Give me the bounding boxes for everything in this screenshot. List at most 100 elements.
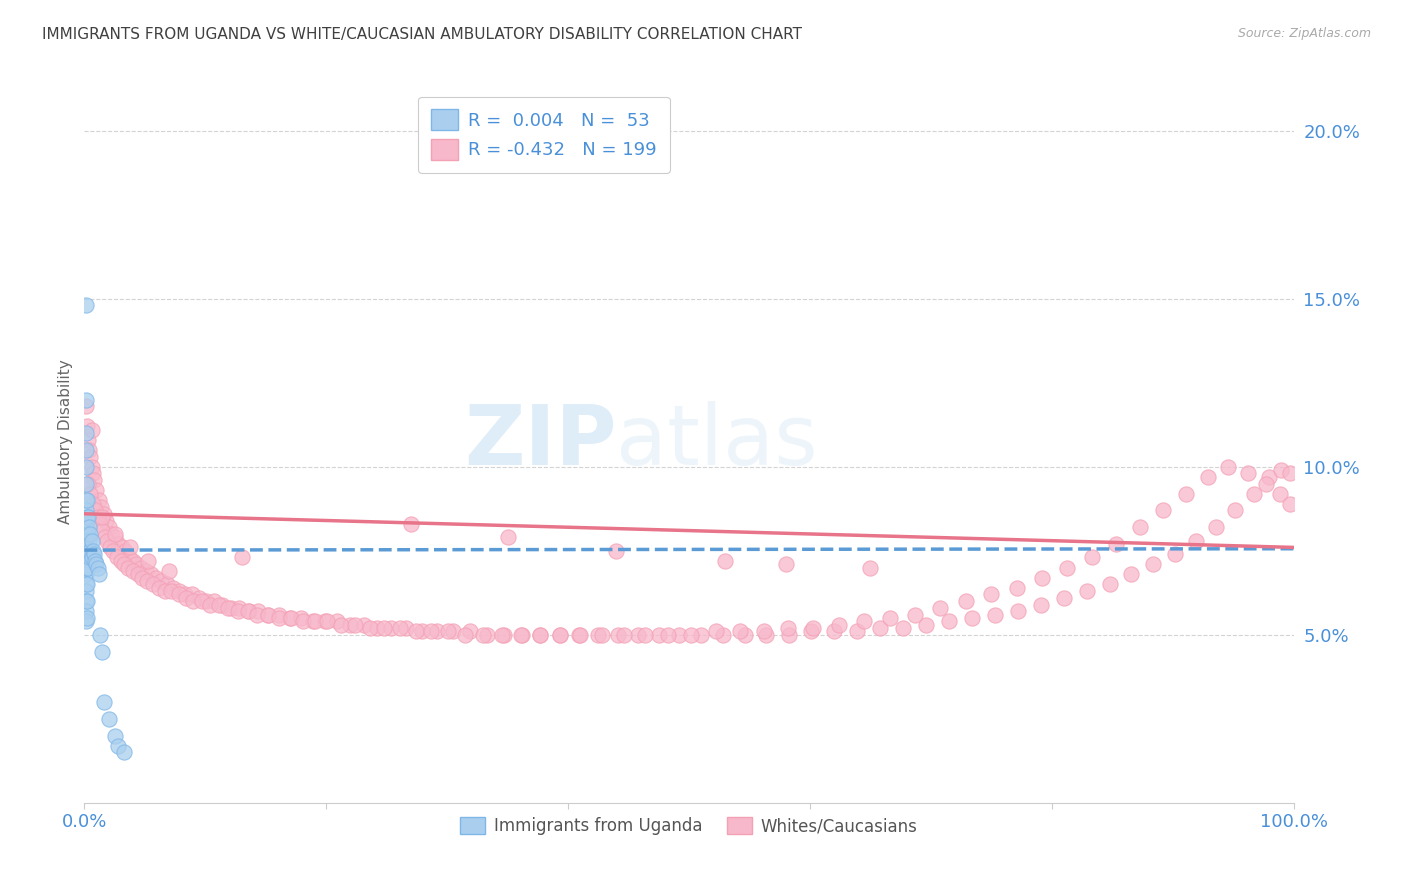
Point [76,510,98,524]
Point [76,577,98,591]
Point [984,607,1007,622]
Text: Source: ZipAtlas.com: Source: ZipAtlas.com [1237,27,1371,40]
Point [79,450,101,464]
Point [755,628,778,642]
Point [97,712,120,726]
Point [228,600,250,615]
Point [75,527,97,541]
Point [548,628,571,642]
Point [80,459,103,474]
Point [606,628,628,642]
Point [86,483,108,498]
Point [80,423,103,437]
Point [226,604,249,618]
Point [1225,503,1247,517]
Point [929,600,952,615]
Point [775,558,797,572]
Point [75,392,97,407]
Point [149,574,172,588]
Point [148,581,170,595]
Point [76,543,98,558]
Point [91,644,114,658]
Point [828,617,851,632]
Point [1270,486,1292,500]
Point [1005,581,1028,595]
Point [690,628,713,642]
Point [105,550,128,565]
Point [77,433,100,447]
Point [302,615,325,629]
Point [339,617,361,632]
Point [217,600,239,615]
Point [752,624,775,639]
Point [509,628,531,642]
Point [174,591,197,605]
Point [1243,486,1265,500]
Point [1152,503,1174,517]
Point [195,594,218,608]
Point [75,476,97,491]
Point [437,624,460,639]
Point [257,607,280,622]
Point [94,530,117,544]
Point [314,615,336,629]
Point [75,541,97,555]
Point [344,617,367,632]
Point [198,598,221,612]
Point [75,503,97,517]
Point [859,560,882,574]
Point [75,560,97,574]
Point [167,584,190,599]
Point [86,510,108,524]
Point [904,607,927,622]
Text: atlas: atlas [616,401,818,482]
Point [82,497,104,511]
Point [569,628,592,642]
Point [800,624,823,639]
Point [77,520,100,534]
Point [278,611,301,625]
Point [76,594,98,608]
Point [853,615,876,629]
Point [316,615,339,629]
Point [734,628,756,642]
Point [155,584,177,599]
Point [77,543,100,558]
Point [219,600,242,615]
Point [104,729,127,743]
Point [162,581,184,595]
Point [155,577,177,591]
Point [496,530,519,544]
Point [231,550,253,565]
Point [588,628,610,642]
Point [89,516,111,531]
Point [475,628,498,642]
Point [657,628,679,642]
Point [76,560,98,574]
Point [1129,520,1152,534]
Point [510,628,533,642]
Point [75,493,97,508]
Point [142,577,165,591]
Point [75,615,97,629]
Point [778,628,800,642]
Point [1164,547,1187,561]
Point [207,598,229,612]
Text: IMMIGRANTS FROM UGANDA VS WHITE/CAUCASIAN AMBULATORY DISABILITY CORRELATION CHAR: IMMIGRANTS FROM UGANDA VS WHITE/CAUCASIA… [42,27,803,42]
Point [138,554,160,568]
Point [75,442,97,457]
Point [869,621,891,635]
Point [681,628,703,642]
Point [87,567,110,582]
Point [728,624,751,639]
Point [668,628,690,642]
Point [238,604,260,618]
Point [326,615,349,629]
Point [82,543,104,558]
Point [104,527,127,541]
Point [1278,467,1301,481]
Point [491,628,513,642]
Point [634,628,657,642]
Point [77,510,100,524]
Point [112,745,135,759]
